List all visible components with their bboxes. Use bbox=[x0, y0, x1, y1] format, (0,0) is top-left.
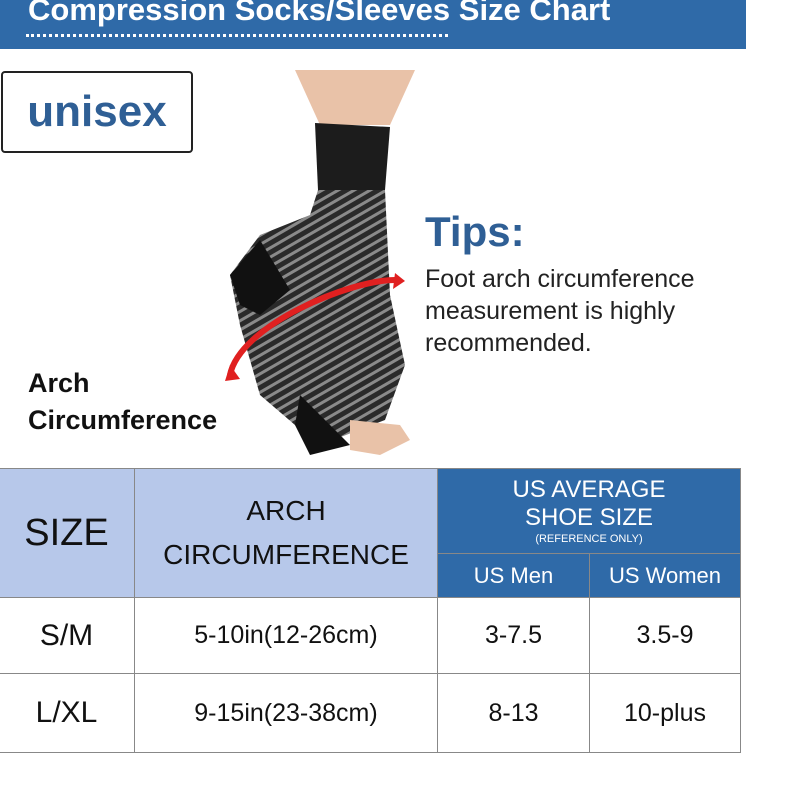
measure-arrow-icon bbox=[227, 277, 396, 376]
cell-arch: 5-10in(12-26cm) bbox=[134, 597, 438, 674]
title-banner: Compression Socks/Sleeves Size Chart bbox=[0, 0, 746, 49]
header-arch: ARCH CIRCUMFERENCE bbox=[134, 468, 438, 598]
dotted-divider bbox=[26, 34, 448, 37]
tips-text: Foot arch circumference measurement is h… bbox=[425, 265, 695, 357]
sock-illustration bbox=[225, 70, 415, 455]
header-shoe-size: US AVERAGE SHOE SIZE (REFERENCE ONLY) bbox=[437, 468, 741, 554]
cell-size: S/M bbox=[0, 597, 135, 674]
arch-label-line1: Arch bbox=[28, 368, 90, 398]
header-arch-line2: CIRCUMFERENCE bbox=[163, 539, 409, 570]
header-us-women: US Women bbox=[589, 553, 741, 598]
unisex-badge: unisex bbox=[1, 71, 193, 153]
arch-label-line2: Circumference bbox=[28, 405, 218, 435]
header-shoe-line2: SHOE SIZE bbox=[524, 504, 654, 531]
cell-size: L/XL bbox=[0, 673, 135, 753]
table-row: L/XL 9-15in(23-38cm) 8-13 10-plus bbox=[0, 673, 741, 753]
header-size: SIZE bbox=[0, 468, 135, 598]
page-title: Compression Socks/Sleeves Size Chart bbox=[28, 0, 611, 27]
cell-women: 10-plus bbox=[589, 673, 741, 753]
header-shoe-line1: US AVERAGE bbox=[512, 476, 666, 503]
header-arch-line1: ARCH bbox=[246, 495, 326, 526]
cell-arch: 9-15in(23-38cm) bbox=[134, 673, 438, 753]
cell-men: 8-13 bbox=[437, 673, 590, 753]
size-table: SIZE ARCH CIRCUMFERENCE US AVERAGE SHOE … bbox=[0, 468, 741, 753]
table-row: S/M 5-10in(12-26cm) 3-7.5 3.5-9 bbox=[0, 597, 741, 674]
cell-women: 3.5-9 bbox=[589, 597, 741, 674]
cell-men: 3-7.5 bbox=[437, 597, 590, 674]
arch-circumference-label: Arch Circumference bbox=[28, 365, 217, 439]
header-us-men: US Men bbox=[437, 553, 590, 598]
header-shoe-note: (REFERENCE ONLY) bbox=[535, 533, 643, 545]
tips-heading: Tips: bbox=[425, 208, 525, 255]
